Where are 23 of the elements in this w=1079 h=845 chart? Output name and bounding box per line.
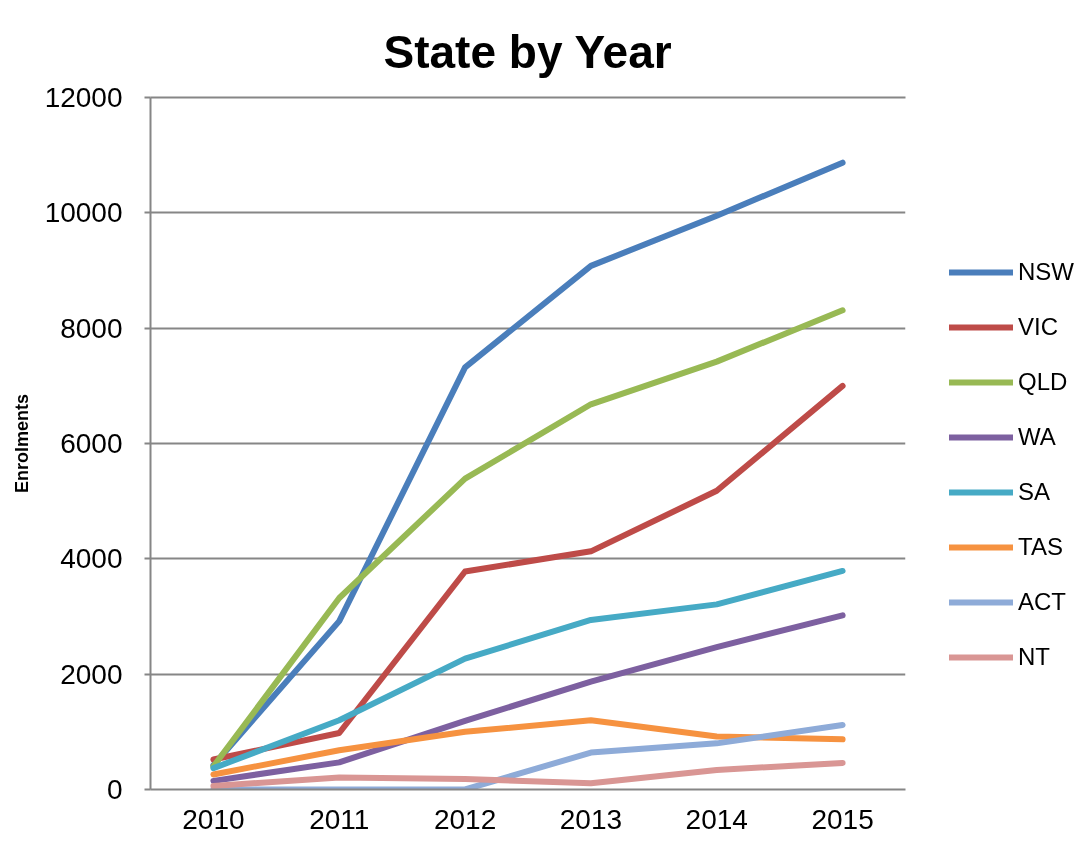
y-tick-label: 12000 xyxy=(44,82,123,113)
x-tick-label: 2015 xyxy=(811,803,874,835)
y-tick-label: 0 xyxy=(106,774,123,805)
y-tick-label: 6000 xyxy=(60,428,123,459)
legend-label: WA xyxy=(1018,423,1056,451)
legend-label: VIC xyxy=(1018,313,1059,341)
legend-label: NSW xyxy=(1018,258,1074,286)
legend-label: ACT xyxy=(1018,588,1066,616)
x-tick-label: 2012 xyxy=(433,803,497,835)
legend-label: SA xyxy=(1018,478,1051,506)
y-tick-label: 10000 xyxy=(44,197,123,229)
legend-label: QLD xyxy=(1018,368,1068,396)
legend-label: TAS xyxy=(1018,533,1063,561)
x-tick-label: 2014 xyxy=(685,803,748,835)
x-tick-label: 2011 xyxy=(309,803,370,835)
y-tick-label: 2000 xyxy=(60,658,123,690)
chart-title: State by Year xyxy=(383,25,672,78)
legend-label: NT xyxy=(1018,643,1050,671)
x-tick-label: 2013 xyxy=(559,803,623,835)
x-tick-label: 2010 xyxy=(182,803,245,835)
y-axis-title: Enrolments xyxy=(11,393,32,494)
y-tick-label: 4000 xyxy=(60,543,123,575)
y-tick-label: 8000 xyxy=(60,312,123,344)
